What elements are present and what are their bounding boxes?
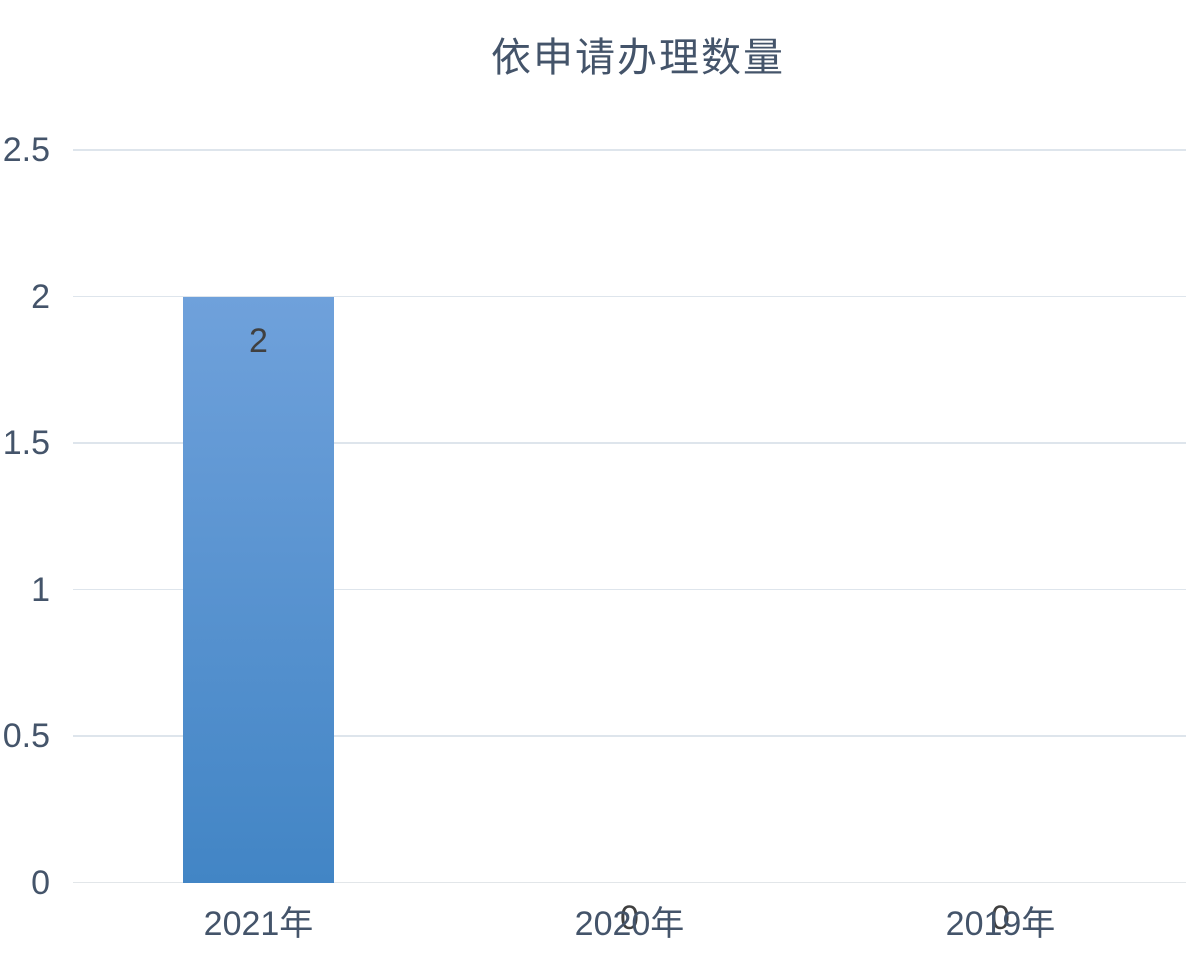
data-label: 2	[249, 321, 268, 360]
bar-1	[183, 296, 334, 883]
y-tick-label: 2	[31, 277, 50, 316]
y-tick-label: 0.5	[2, 717, 50, 755]
x-tick-label: 2020年	[574, 905, 685, 943]
gridline	[73, 735, 1186, 737]
x-tick-label: 2019年	[945, 905, 1056, 943]
gridline	[73, 588, 1186, 591]
gridline	[73, 295, 1186, 298]
y-tick-label: 0	[31, 863, 50, 902]
y-tick-label: 1.5	[2, 424, 50, 462]
x-tick-label: 2021年	[203, 905, 314, 943]
gridline	[73, 442, 1186, 444]
y-tick-label: 2.5	[2, 131, 50, 169]
data-label: 0	[620, 899, 639, 937]
data-label: 0	[991, 899, 1010, 937]
x-axis-line	[73, 881, 1186, 884]
y-tick-label: 1	[31, 570, 50, 609]
chart-title: 依申请办理数量	[491, 35, 785, 81]
gridline	[73, 149, 1186, 151]
